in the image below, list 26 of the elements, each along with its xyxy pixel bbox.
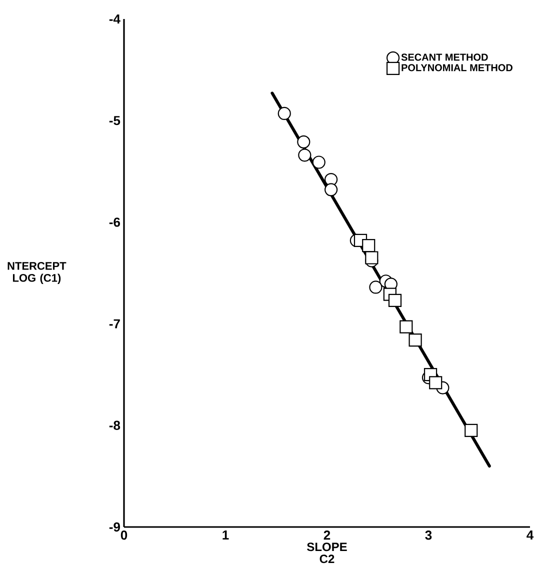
y-tick-label: -5 — [109, 116, 120, 126]
point — [365, 251, 378, 264]
y-tick-label: -9 — [109, 522, 120, 532]
y-axis-title: NTERCEPT LOG (C1) — [8, 262, 66, 284]
x-tick-label: 4 — [526, 530, 534, 540]
point — [429, 376, 442, 390]
point — [324, 183, 338, 196]
point — [464, 424, 478, 438]
point — [400, 320, 413, 334]
y-tick-label: -7 — [109, 319, 120, 328]
x-tick-label: 2 — [324, 530, 330, 540]
point — [408, 334, 422, 347]
y-tick-label: -4 — [109, 14, 120, 24]
point — [362, 239, 376, 252]
legend-label: POLYNOMIAL METHOD — [402, 64, 512, 72]
point — [298, 148, 312, 162]
legend-label: SECANT METHOD — [401, 54, 488, 61]
x-axis-title: SLOPE C2 — [307, 542, 347, 564]
y-tick-label: -8 — [109, 420, 120, 430]
x-tick-label: 3 — [425, 530, 432, 540]
x-tick-label: 0 — [120, 530, 128, 540]
y-tick-label: -6 — [109, 218, 120, 227]
point — [278, 106, 291, 120]
point — [388, 294, 402, 307]
point — [297, 135, 310, 148]
x-tick-label: 1 — [222, 530, 229, 540]
